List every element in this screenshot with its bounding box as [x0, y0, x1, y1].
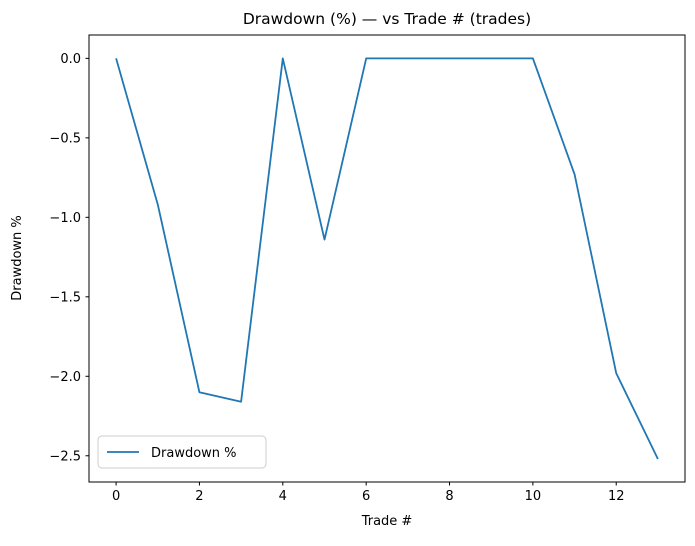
y-tick-label: −2.0 — [49, 370, 81, 385]
y-tick-label: −2.5 — [49, 449, 81, 464]
chart-title: Drawdown (%) — vs Trade # (trades) — [243, 10, 531, 28]
drawdown-line-series — [115, 57, 659, 460]
plot-area — [88, 34, 686, 483]
y-axis-label: Drawdown % — [10, 215, 25, 301]
x-tick-label: 0 — [112, 489, 120, 504]
x-tick-label: 10 — [525, 489, 542, 504]
y-tick-label: 0.0 — [60, 52, 81, 67]
x-tick-label: 4 — [279, 489, 287, 504]
y-tick-label: −0.5 — [49, 131, 81, 146]
y-axis-ticks: 0.0 −0.5 −1.0 −1.5 −2.0 −2.5 — [49, 52, 89, 464]
x-tick-label: 8 — [445, 489, 453, 504]
legend-box — [97, 435, 267, 469]
y-tick-label: −1.0 — [49, 211, 81, 226]
x-tick-label: 2 — [195, 489, 203, 504]
legend-label: Drawdown % — [151, 446, 237, 461]
x-tick-label: 6 — [362, 489, 370, 504]
y-tick-label: −1.5 — [49, 290, 81, 305]
legend: Drawdown % — [97, 435, 267, 469]
x-axis-ticks: 0 2 4 6 8 10 12 — [112, 482, 625, 504]
x-tick-label: 12 — [608, 489, 625, 504]
x-axis-label: Trade # — [361, 514, 413, 529]
